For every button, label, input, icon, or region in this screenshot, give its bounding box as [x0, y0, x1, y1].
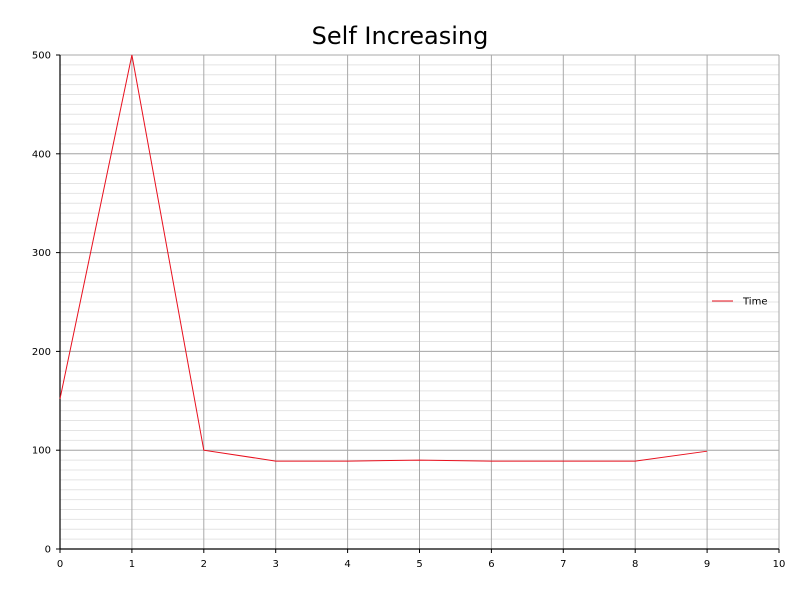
legend-label: Time — [742, 297, 767, 308]
x-tick-label: 7 — [560, 559, 566, 570]
major-grid — [59, 54, 780, 550]
x-tick-label: 3 — [273, 559, 279, 570]
y-tick-label: 500 — [32, 51, 51, 62]
y-tick-label: 0 — [45, 545, 51, 556]
x-tick-label: 8 — [632, 559, 638, 570]
x-tick-labels: 0 1 2 3 4 5 6 7 8 9 10 — [57, 559, 786, 570]
x-tick-label: 1 — [129, 559, 135, 570]
y-tick-label: 200 — [32, 347, 51, 358]
x-tick-label: 10 — [773, 559, 786, 570]
y-tick-label: 400 — [32, 149, 51, 160]
x-tick-label: 6 — [488, 559, 494, 570]
series-line-time — [59, 54, 708, 462]
y-tick-label: 100 — [32, 446, 51, 457]
x-tick-label: 0 — [57, 559, 63, 570]
axes — [56, 54, 780, 553]
x-tick-label: 2 — [201, 559, 207, 570]
legend: Time — [712, 297, 767, 308]
series-lines — [59, 54, 708, 462]
x-tick-label: 9 — [704, 559, 710, 570]
chart-title: Self Increasing — [312, 22, 489, 50]
y-tick-labels: 0 100 200 300 400 500 — [32, 51, 51, 556]
y-tick-label: 300 — [32, 248, 51, 259]
x-tick-label: 5 — [416, 559, 422, 570]
x-tick-label: 4 — [344, 559, 350, 570]
